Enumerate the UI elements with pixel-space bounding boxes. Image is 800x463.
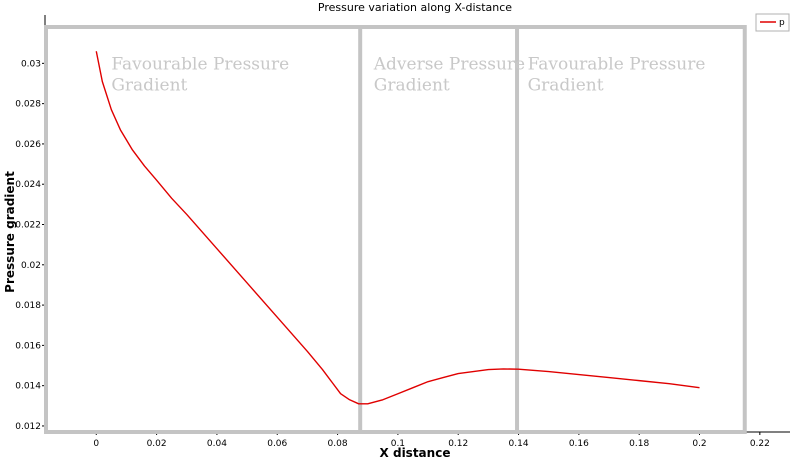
region-annotation: Favourable Pressure Gradient xyxy=(111,54,289,95)
y-tick-label: 0.014 xyxy=(15,382,41,392)
y-tick-label: 0.028 xyxy=(15,100,41,110)
series-line-p xyxy=(95,51,700,405)
x-tick-label: 0.04 xyxy=(207,439,227,449)
x-tick-label: 0.1 xyxy=(391,439,405,449)
region-annotation-line: Favourable Pressure xyxy=(528,54,706,74)
x-tick-label: 0.16 xyxy=(569,439,589,449)
x-tick-label: 0.12 xyxy=(448,439,468,449)
region-annotation-line: Favourable Pressure xyxy=(111,54,289,74)
legend-label: p xyxy=(779,18,785,28)
x-tick-label: 0.08 xyxy=(328,439,348,449)
y-tick-label: 0.012 xyxy=(15,422,41,432)
y-axis-label: Pressure gradient xyxy=(3,171,17,293)
y-tick-label: 0.016 xyxy=(15,341,41,351)
region-annotation: Favourable Pressure Gradient xyxy=(528,54,706,95)
region-annotation-line: Gradient xyxy=(111,75,187,95)
x-tick-label: 0.06 xyxy=(267,439,287,449)
y-tick-label: 0.02 xyxy=(21,261,41,271)
series-lines xyxy=(95,51,700,405)
x-axis-label: X distance xyxy=(380,446,451,460)
y-tick-label: 0.018 xyxy=(15,301,41,311)
y-tick-label: 0.022 xyxy=(15,221,41,231)
region-frames xyxy=(44,25,747,434)
region-frame xyxy=(44,25,747,434)
legend[interactable]: p xyxy=(755,13,790,32)
x-tick-label: 0.14 xyxy=(509,439,529,449)
x-tick-label: 0.2 xyxy=(692,439,706,449)
y-tick-label: 0.026 xyxy=(15,140,41,150)
x-tick-label: 0 xyxy=(93,439,99,449)
x-tick-label: 0.02 xyxy=(147,439,167,449)
region-annotation-line: Adverse Pressure xyxy=(373,54,525,74)
x-tick-label: 0.18 xyxy=(629,439,649,449)
region-annotation-line: Gradient xyxy=(528,75,604,95)
y-tick-label: 0.024 xyxy=(15,180,41,190)
region-annotation: Adverse Pressure Gradient xyxy=(373,54,525,95)
x-tick-label: 0.22 xyxy=(750,439,770,449)
chart-title: Pressure variation along X-distance xyxy=(318,1,512,14)
y-tick-label: 0.03 xyxy=(21,59,41,69)
region-annotation-line: Gradient xyxy=(374,75,450,95)
